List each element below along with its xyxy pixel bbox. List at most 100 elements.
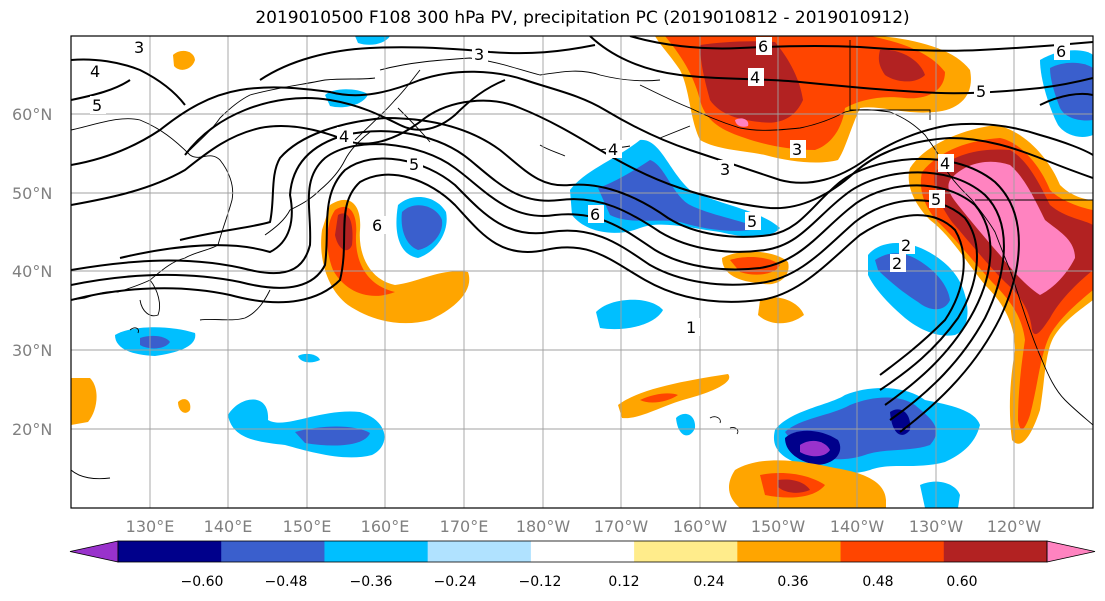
colorbar: −0.60 −0.48 −0.36 −0.24 −0.12 0.12 0.24 … — [69, 540, 1096, 590]
contour-label: 4 — [608, 140, 618, 159]
precip-orange-mid2 — [758, 297, 804, 324]
coast-korea — [139, 279, 161, 317]
pv-contour-upper1 — [71, 70, 1093, 184]
contour-label: 3 — [720, 160, 730, 179]
precip-blue-mid — [596, 299, 663, 330]
lon-label: 130°W — [909, 517, 964, 536]
grid-lines — [71, 36, 1093, 508]
colorbar-segment — [943, 541, 1048, 562]
precip-blue-dot — [298, 353, 320, 363]
precip-orange-tiny — [178, 399, 191, 413]
colorbar-segment — [324, 541, 429, 562]
precip-orange-west — [71, 378, 97, 425]
border-canada — [849, 40, 1093, 201]
contour-label: 5 — [931, 190, 941, 209]
map-title: 2019010500 F108 300 hPa PV, precipitatio… — [255, 8, 910, 28]
precip-blue-small2 — [355, 36, 390, 45]
lon-label: 160°W — [673, 517, 728, 536]
coast-asia — [71, 118, 234, 301]
contour-label: 2 — [892, 254, 902, 273]
coast-siberia — [379, 57, 661, 82]
lon-label: 130°E — [126, 517, 175, 536]
precip-pink-nw — [948, 161, 1075, 295]
pv-contour-wave5 — [179, 116, 1020, 433]
lon-label: 120°W — [987, 517, 1042, 536]
contour-label: 3 — [792, 140, 802, 159]
precip-darkred-alaska2 — [878, 49, 925, 82]
colorbar-tick-label: −0.12 — [519, 574, 562, 590]
colorbar-frame — [117, 540, 1048, 563]
colorbar-segment — [530, 541, 635, 562]
colorbar-segment — [427, 541, 532, 562]
lon-label: 170°E — [440, 517, 489, 536]
lat-label: 40°N — [12, 262, 52, 281]
pv-contour-wave3 — [71, 143, 992, 406]
colorbar-tick-label: 0.48 — [862, 574, 893, 590]
lon-label: 160°E — [361, 517, 410, 536]
contour-label: 4 — [750, 68, 760, 87]
pv-contour-north2 — [259, 44, 596, 81]
lat-label: 50°N — [12, 184, 52, 203]
coast-islands-west — [71, 327, 139, 480]
pv-contour-ne-loop — [1039, 92, 1093, 106]
precip-medblue-central — [598, 160, 760, 231]
precip-medblue-canada — [1050, 62, 1093, 121]
colorbar-tick-label: −0.60 — [181, 574, 224, 590]
lat-label: 30°N — [12, 341, 52, 360]
contour-label: 3 — [134, 38, 144, 57]
contour-label: 4 — [339, 127, 349, 146]
contour-label: 3 — [474, 45, 484, 64]
contour-label: 5 — [976, 82, 986, 101]
contour-label: 6 — [1056, 42, 1066, 61]
colorbar-tick-label: 0.36 — [777, 574, 808, 590]
colorbar-tick-label: 0.12 — [608, 574, 639, 590]
pv-contour-nw — [71, 58, 186, 106]
lon-label: 140°W — [830, 517, 885, 536]
colorbar-tick-label: −0.24 — [434, 574, 477, 590]
lon-label: 150°W — [751, 517, 806, 536]
coast-hawaii — [709, 416, 739, 435]
colorbar-tick-label: 0.24 — [693, 574, 724, 590]
pv-contour-wave2 — [71, 157, 978, 391]
precip-medblue-japan — [401, 205, 443, 250]
lon-label: 170°W — [594, 517, 649, 536]
precip-darkred-south — [778, 479, 810, 493]
colorbar-segment — [634, 541, 738, 562]
coast-japan — [199, 131, 371, 321]
colorbar-segment — [221, 541, 325, 562]
colorbar-tick-labels: −0.60 −0.48 −0.36 −0.24 −0.12 0.12 0.24 … — [181, 574, 978, 590]
colorbar-tick-label: −0.48 — [265, 574, 308, 590]
pv-contour-wave1 — [71, 173, 965, 376]
precip-medblue-kyushu — [140, 335, 170, 349]
contour-label: 5 — [92, 96, 102, 115]
coast-okhotsk — [189, 77, 376, 151]
contour-label: 4 — [90, 62, 100, 81]
precip-purple-east-sub — [800, 440, 830, 457]
lon-label: 180°W — [516, 517, 571, 536]
precip-blue-hawaii — [676, 413, 696, 436]
colorbar-segment — [840, 541, 945, 562]
pv-contours — [71, 36, 1093, 433]
pv-contour-upper2 — [71, 99, 1093, 210]
colorbar-extend-max — [1046, 540, 1096, 563]
colorbar-tick-label: 0.60 — [946, 574, 977, 590]
contour-labels: 3 4 5 6 5 4 6 3 1 2 4 3 6 5 6 4 5 2 4 — [88, 37, 1070, 337]
pv-contour-north3 — [589, 36, 1093, 95]
precip-blue-south — [920, 481, 960, 508]
contour-label: 6 — [758, 37, 768, 56]
map-frame — [70, 35, 1094, 509]
precip-red-subtropic — [640, 393, 678, 403]
lat-labels: 60°N 50°N 40°N 30°N 20°N — [12, 105, 52, 439]
lat-label: 60°N — [12, 105, 52, 124]
contour-label: 6 — [590, 205, 600, 224]
colorbar-extend-min — [69, 540, 119, 563]
contour-label: 6 — [372, 216, 382, 235]
precip-pink-alaska — [735, 118, 749, 127]
colorbar-tick-label: −0.36 — [350, 574, 393, 590]
precip-blue-subtropic — [228, 399, 385, 458]
lat-label: 20°N — [12, 420, 52, 439]
lon-label: 140°E — [204, 517, 253, 536]
contour-label: 5 — [747, 212, 757, 231]
precip-medblue-subtropic — [295, 426, 370, 446]
